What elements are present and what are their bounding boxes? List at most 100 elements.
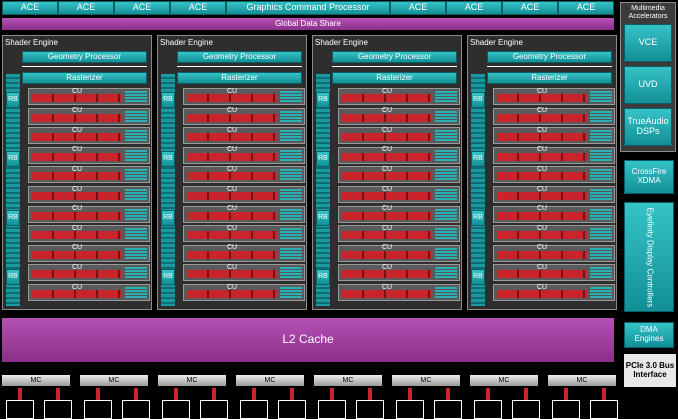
render-backend: RB bbox=[316, 92, 330, 108]
cu-cache bbox=[125, 208, 147, 220]
rb-column bbox=[471, 74, 485, 306]
memory-chip bbox=[44, 400, 72, 419]
cu-cache bbox=[590, 267, 612, 279]
memory-link bbox=[134, 388, 138, 400]
memory-chip bbox=[590, 400, 618, 419]
memory-chip bbox=[474, 400, 502, 419]
compute-unit: CU bbox=[536, 283, 548, 291]
cu-alu bbox=[187, 231, 277, 240]
multimedia-unit: VCE bbox=[624, 24, 672, 62]
cu-alu bbox=[342, 231, 432, 240]
compute-unit: CU bbox=[226, 244, 238, 252]
cu-cache bbox=[280, 247, 302, 259]
memory-link bbox=[446, 388, 450, 400]
memory-link bbox=[564, 388, 568, 400]
geometry-processor: Geometry Processor bbox=[332, 51, 457, 63]
ace: ACE bbox=[2, 1, 58, 15]
cu-cache bbox=[125, 149, 147, 161]
cu-alu bbox=[32, 113, 122, 122]
render-backend: RB bbox=[6, 92, 20, 108]
cu-alu bbox=[342, 133, 432, 142]
compute-unit: CU bbox=[381, 283, 393, 291]
compute-unit: CU bbox=[71, 205, 83, 213]
memory-controller: MC bbox=[314, 375, 382, 386]
compute-unit: CU bbox=[226, 166, 238, 174]
compute-unit: CU bbox=[71, 87, 83, 95]
cu-alu bbox=[187, 113, 277, 122]
cu-alu bbox=[187, 270, 277, 279]
memory-chip bbox=[6, 400, 34, 419]
render-backend: RB bbox=[316, 210, 330, 226]
geometry-processor: Geometry Processor bbox=[22, 51, 147, 63]
cu-alu bbox=[32, 270, 122, 279]
cu-alu bbox=[497, 290, 587, 298]
connector bbox=[487, 66, 612, 67]
cu-alu bbox=[32, 94, 122, 102]
cu-alu bbox=[187, 152, 277, 161]
rasterizer: Rasterizer bbox=[332, 72, 457, 84]
compute-unit: CU bbox=[536, 107, 548, 115]
cu-cache bbox=[590, 91, 612, 102]
ace: ACE bbox=[390, 1, 446, 15]
cu-alu bbox=[187, 211, 277, 220]
memory-link bbox=[602, 388, 606, 400]
cu-alu bbox=[342, 270, 432, 279]
memory-controller: MC bbox=[392, 375, 460, 386]
memory-chip bbox=[434, 400, 462, 419]
compute-unit: CU bbox=[381, 166, 393, 174]
cu-cache bbox=[590, 169, 612, 181]
memory-controller: MC bbox=[80, 375, 148, 386]
connector bbox=[177, 66, 302, 67]
cu-cache bbox=[125, 169, 147, 181]
memory-link bbox=[18, 388, 22, 400]
memory-controller: MC bbox=[158, 375, 226, 386]
cu-cache bbox=[125, 247, 147, 259]
multimedia-unit: UVD bbox=[624, 66, 672, 104]
cu-alu bbox=[497, 133, 587, 142]
cu-cache bbox=[280, 208, 302, 220]
ace: ACE bbox=[170, 1, 226, 15]
compute-unit: CU bbox=[381, 205, 393, 213]
memory-chip bbox=[278, 400, 306, 419]
cu-alu bbox=[497, 113, 587, 122]
compute-unit: CU bbox=[536, 126, 548, 134]
cu-alu bbox=[342, 152, 432, 161]
cu-cache bbox=[125, 130, 147, 142]
cu-alu bbox=[342, 192, 432, 200]
render-backend: RB bbox=[161, 210, 175, 226]
cu-alu bbox=[187, 94, 277, 102]
memory-link bbox=[330, 388, 334, 400]
cu-alu bbox=[497, 94, 587, 102]
render-backend: RB bbox=[6, 269, 20, 285]
geometry-processor: Geometry Processor bbox=[177, 51, 302, 63]
cu-alu bbox=[497, 192, 587, 200]
memory-link bbox=[252, 388, 256, 400]
cu-cache bbox=[280, 228, 302, 240]
compute-unit: CU bbox=[536, 205, 548, 213]
render-backend: RB bbox=[6, 151, 20, 167]
cu-alu bbox=[342, 290, 432, 298]
cu-alu bbox=[342, 113, 432, 122]
render-backend: RB bbox=[471, 92, 485, 108]
memory-chip bbox=[122, 400, 150, 419]
compute-unit: CU bbox=[71, 264, 83, 272]
render-backend: RB bbox=[161, 92, 175, 108]
cu-cache bbox=[590, 130, 612, 142]
ace: ACE bbox=[502, 1, 558, 15]
crossfire: CrossFire XDMA bbox=[624, 160, 674, 194]
cu-cache bbox=[435, 189, 457, 200]
cu-cache bbox=[280, 189, 302, 200]
shader-engine-title: Shader Engine bbox=[315, 37, 368, 47]
memory-controller: MC bbox=[236, 375, 304, 386]
compute-unit: CU bbox=[226, 264, 238, 272]
memory-link bbox=[408, 388, 412, 400]
cu-alu bbox=[497, 270, 587, 279]
render-backend: RB bbox=[316, 269, 330, 285]
cu-cache bbox=[590, 247, 612, 259]
cu-cache bbox=[125, 91, 147, 102]
cu-alu bbox=[32, 192, 122, 200]
compute-unit: CU bbox=[71, 126, 83, 134]
cu-cache bbox=[280, 91, 302, 102]
compute-unit: CU bbox=[381, 264, 393, 272]
rb-column bbox=[161, 74, 175, 306]
